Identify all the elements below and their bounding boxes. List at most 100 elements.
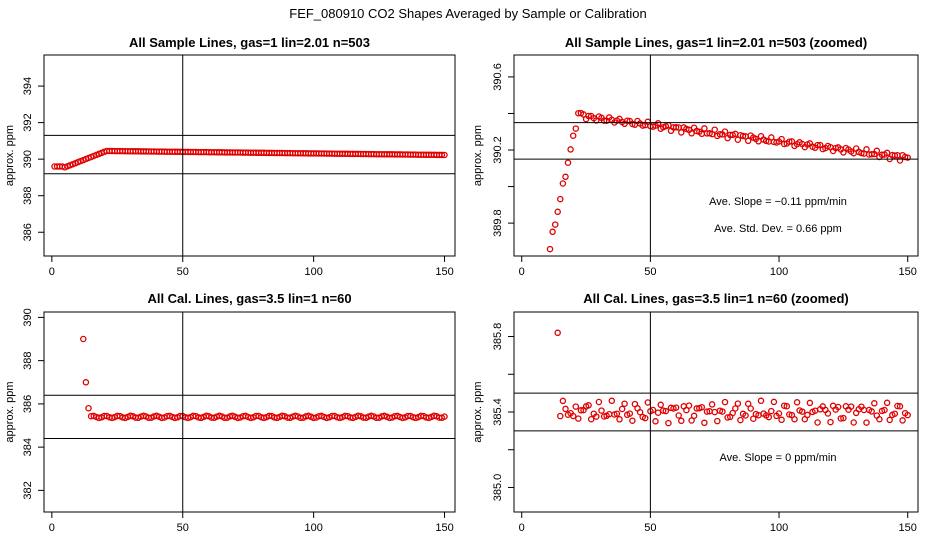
- data-point: [62, 298, 67, 303]
- data-point: [711, 408, 718, 416]
- data-point: [734, 400, 742, 407]
- annotation: Ave. Slope = 0 ppm/min: [720, 452, 837, 464]
- y-tick-label: 390.6: [492, 63, 504, 91]
- data-point: [837, 415, 845, 422]
- data-point: [732, 405, 739, 412]
- x-tick-label: 0: [49, 522, 55, 534]
- data-point: [618, 405, 626, 413]
- data-point: [883, 399, 891, 407]
- data-point: [708, 401, 716, 408]
- chart-panel: All Sample Lines, gas=1 lin=2.01 n=503 0 5…: [4, 35, 456, 278]
- data-point: [665, 419, 672, 427]
- data-point: [672, 124, 680, 131]
- data-point: [537, 269, 542, 274]
- y-tick-label: 386: [22, 395, 34, 413]
- data-series: [51, 147, 448, 171]
- data-point: [57, 298, 62, 303]
- panel-title: All Cal. Lines, gas=3.5 lin=1 n=60: [147, 291, 351, 306]
- data-point: [858, 149, 865, 157]
- data-point: [881, 406, 888, 414]
- data-point: [562, 405, 569, 413]
- data-point: [616, 416, 623, 423]
- x-tick-label: 100: [304, 522, 322, 534]
- data-point: [762, 137, 770, 145]
- chart-panel: All Cal. Lines, gas=3.5 lin=1 n=60 0 50 100…: [4, 291, 456, 534]
- data-point: [744, 400, 752, 408]
- data-point: [703, 408, 711, 415]
- data-point: [847, 403, 855, 410]
- data-point: [657, 401, 664, 409]
- data-point: [765, 413, 773, 421]
- data-point: [804, 411, 811, 419]
- data-point: [863, 146, 870, 153]
- x-tick-label: 150: [899, 266, 917, 278]
- data-point: [399, 414, 406, 422]
- data-point: [564, 159, 572, 166]
- data-point: [886, 416, 893, 424]
- data-point: [585, 112, 592, 120]
- data-point: [68, 298, 73, 303]
- y-tick-label: 394: [22, 77, 34, 95]
- data-point: [569, 412, 577, 420]
- x-tick-label: 150: [435, 266, 453, 278]
- x-tick-label: 100: [770, 266, 788, 278]
- data-point: [891, 152, 899, 159]
- data-point: [559, 180, 567, 187]
- x-tick-label: 50: [177, 266, 189, 278]
- data-point: [654, 120, 662, 127]
- data-point: [551, 221, 559, 228]
- data-point: [750, 415, 757, 422]
- chart-panel: All Cal. Lines, gas=3.5 lin=1 n=60 (zoom…: [472, 291, 919, 534]
- y-tick-label: 390.2: [492, 136, 504, 164]
- data-point: [863, 419, 870, 426]
- y-tick-label: 390: [22, 150, 34, 168]
- data-point: [786, 411, 793, 418]
- data-point: [636, 408, 644, 416]
- annotation: Ave. Slope = −0.11 ppm/min: [709, 196, 847, 208]
- data-point: [739, 132, 747, 140]
- data-point: [883, 149, 891, 157]
- data-point: [701, 125, 708, 132]
- x-tick-label: 50: [177, 522, 189, 534]
- data-point: [441, 413, 448, 420]
- data-point: [540, 263, 545, 268]
- data-point: [780, 140, 788, 148]
- data-point: [685, 402, 693, 409]
- data-point: [55, 298, 60, 303]
- data-point: [850, 419, 857, 426]
- data-point: [569, 132, 577, 139]
- data-point: [770, 398, 778, 406]
- data-point: [559, 397, 567, 405]
- data-point: [60, 298, 65, 303]
- data-point: [688, 417, 695, 424]
- data-point: [894, 402, 901, 410]
- data-point: [659, 407, 667, 414]
- data-point: [744, 137, 752, 145]
- data-point: [542, 267, 547, 272]
- data-point: [775, 410, 783, 417]
- data-point: [891, 410, 899, 417]
- data-point: [868, 150, 875, 158]
- data-point: [441, 151, 448, 159]
- y-tick-label: 385.4: [492, 398, 504, 426]
- data-point: [798, 408, 806, 415]
- data-point: [527, 270, 532, 275]
- y-tick-label: 385.8: [492, 323, 504, 351]
- y-tick-label: 382: [22, 481, 34, 499]
- data-point: [783, 402, 791, 410]
- plot-frame: [43, 311, 456, 513]
- data-point: [791, 415, 798, 423]
- data-point: [747, 405, 754, 412]
- data-point: [876, 415, 883, 423]
- data-point: [806, 399, 814, 407]
- y-tick-label: 386: [22, 223, 34, 241]
- data-point: [793, 399, 801, 406]
- data-point: [323, 414, 330, 422]
- panel-title: All Sample Lines, gas=1 lin=2.01 n=503: [129, 35, 370, 50]
- data-point: [73, 298, 78, 303]
- data-point: [438, 151, 446, 159]
- data-point: [786, 138, 793, 145]
- data-point: [814, 419, 821, 426]
- data-point: [824, 410, 832, 417]
- x-tick-label: 0: [49, 266, 55, 278]
